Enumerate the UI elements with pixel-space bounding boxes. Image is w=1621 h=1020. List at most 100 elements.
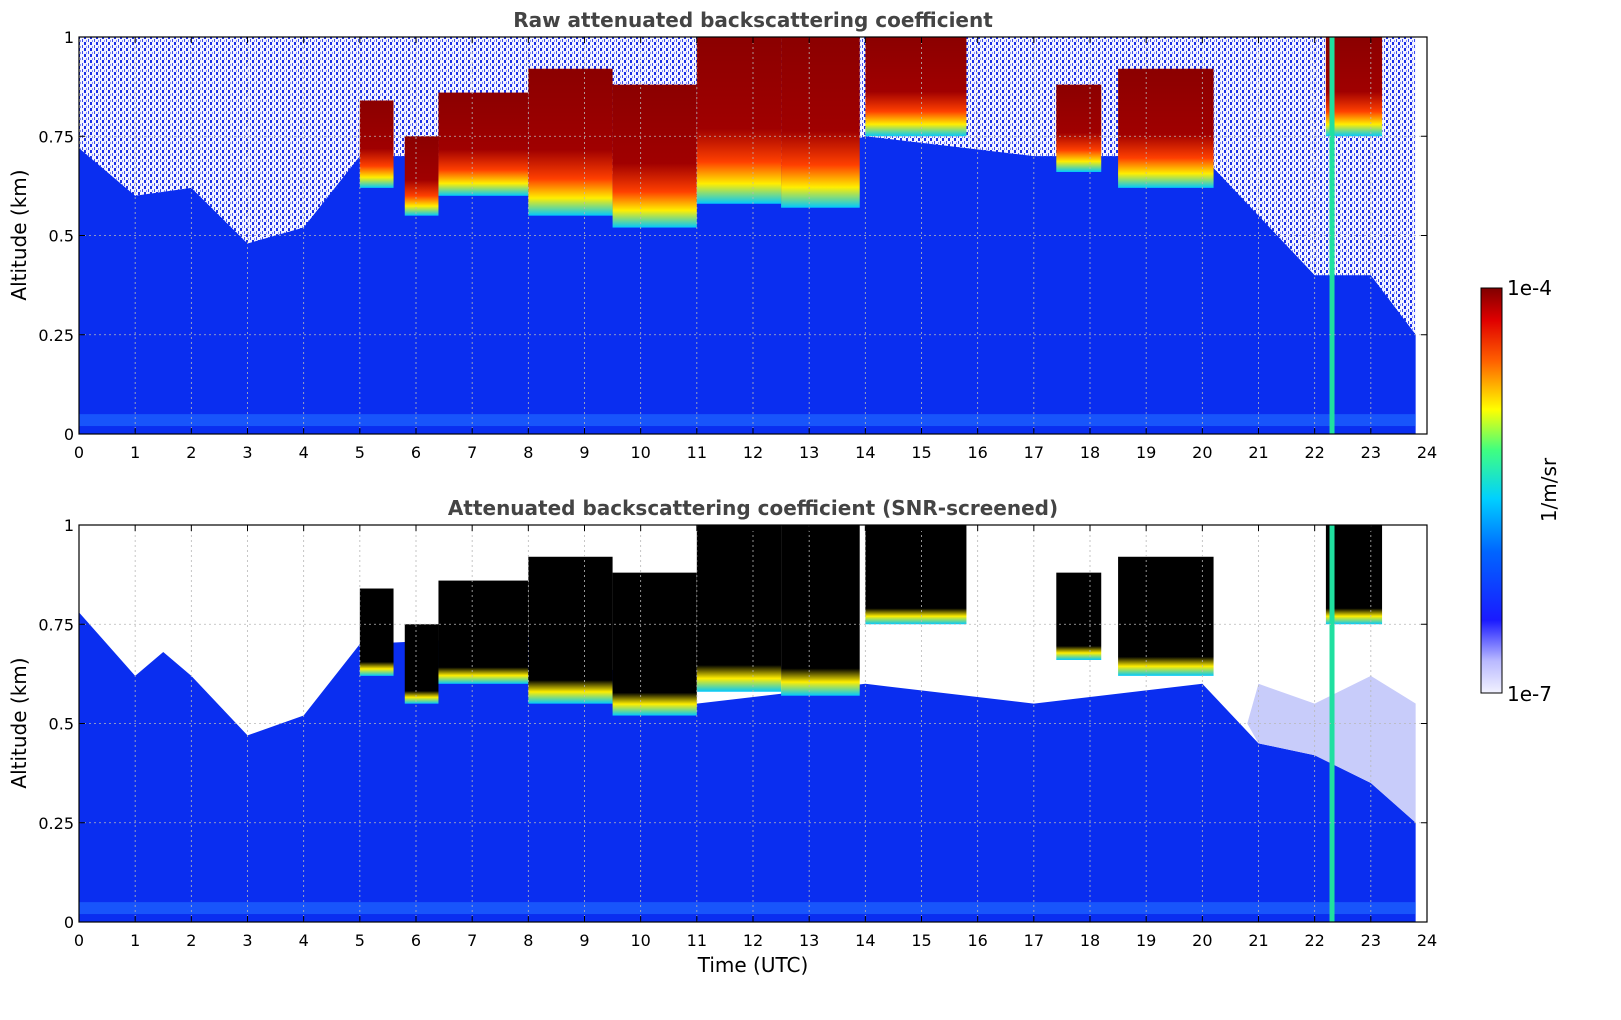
x-tick-label: 11 xyxy=(687,931,707,950)
x-tick-label: 6 xyxy=(411,931,421,950)
raw-y-axis-label: Altitude (km) xyxy=(7,169,31,300)
raw-surface-band xyxy=(79,414,1427,427)
colorbar-unit-label: 1/m/sr xyxy=(1537,457,1561,522)
cloud-layer xyxy=(1056,572,1102,660)
x-tick-label: 21 xyxy=(1248,443,1268,462)
cloud-layer xyxy=(359,588,394,676)
y-tick-label: 1 xyxy=(64,516,74,535)
x-tick-label: 22 xyxy=(1304,443,1324,462)
raw-cloud-layers xyxy=(359,37,1383,228)
cloud-layer xyxy=(1118,68,1214,188)
cloud-layer xyxy=(528,556,613,704)
y-tick-label: 0.5 xyxy=(49,715,74,734)
x-axis-label: Time (UTC) xyxy=(697,953,809,977)
x-tick-label: 13 xyxy=(799,931,819,950)
cloud-layer xyxy=(612,84,697,228)
y-tick-label: 0.5 xyxy=(49,227,74,246)
cloud-layer xyxy=(781,37,860,208)
x-tick-label: 14 xyxy=(855,931,875,950)
panel-raw-title: Raw attenuated backscattering coefficien… xyxy=(513,8,993,32)
x-tick-label: 7 xyxy=(467,931,477,950)
cloud-layer xyxy=(696,37,782,204)
y-tick-label: 1 xyxy=(64,28,74,47)
x-tick-label: 17 xyxy=(1024,443,1044,462)
x-tick-label: 6 xyxy=(411,443,421,462)
y-tick-label: 0.75 xyxy=(38,615,74,634)
x-tick-label: 4 xyxy=(299,931,309,950)
cloud-layer xyxy=(438,92,529,196)
x-tick-label: 1 xyxy=(130,443,140,462)
x-tick-label: 11 xyxy=(687,443,707,462)
x-tick-label: 3 xyxy=(242,443,252,462)
x-tick-label: 19 xyxy=(1136,931,1156,950)
screened-x-ticks: 0 1 2 3 4 5 6 7 8 9 10 11 12 13 14 15 16 17 18 19 20 21 22 23 24 xyxy=(74,525,1437,950)
y-tick-label: 0.25 xyxy=(38,814,74,833)
x-tick-label: 16 xyxy=(967,443,987,462)
x-tick-label: 10 xyxy=(630,443,650,462)
screened-cloud-layers xyxy=(359,525,1383,716)
cloud-layer xyxy=(696,525,782,692)
x-tick-label: 24 xyxy=(1417,931,1437,950)
x-tick-label: 12 xyxy=(743,931,763,950)
screened-precip-column xyxy=(1329,525,1335,922)
y-tick-label: 0 xyxy=(64,425,74,444)
x-tick-label: 13 xyxy=(799,443,819,462)
colorbar-min-label: 1e-7 xyxy=(1507,682,1552,706)
x-tick-label: 8 xyxy=(523,931,533,950)
cloud-layer xyxy=(528,68,613,216)
x-tick-label: 20 xyxy=(1192,443,1212,462)
y-tick-label: 0.25 xyxy=(38,326,74,345)
screened-y-ticks: 0 0.25 0.5 0.75 1 xyxy=(38,516,1427,932)
x-tick-label: 9 xyxy=(579,443,589,462)
panel-screened: Attenuated backscattering coefficient (S… xyxy=(7,496,1437,977)
colorbar-gradient xyxy=(1480,287,1503,694)
x-tick-label: 1 xyxy=(130,931,140,950)
cloud-layer xyxy=(404,624,439,704)
raw-y-ticks: 0 0.25 0.5 0.75 1 xyxy=(38,28,1427,444)
cloud-layer xyxy=(1056,84,1102,172)
x-tick-label: 17 xyxy=(1024,931,1044,950)
raw-precip-column xyxy=(1329,37,1335,434)
x-tick-label: 3 xyxy=(242,931,252,950)
x-tick-label: 8 xyxy=(523,443,533,462)
x-tick-label: 7 xyxy=(467,443,477,462)
x-tick-label: 4 xyxy=(299,443,309,462)
cloud-layer xyxy=(865,37,967,137)
panel-screened-title: Attenuated backscattering coefficient (S… xyxy=(448,496,1058,520)
cloud-layer xyxy=(1118,556,1214,676)
x-tick-label: 10 xyxy=(630,931,650,950)
screened-y-axis-label: Altitude (km) xyxy=(7,657,31,788)
cloud-layer xyxy=(865,525,967,625)
x-tick-label: 15 xyxy=(911,443,931,462)
x-tick-label: 23 xyxy=(1361,443,1381,462)
panel-raw: Raw attenuated backscattering coefficien… xyxy=(7,8,1437,462)
x-tick-label: 19 xyxy=(1136,443,1156,462)
x-tick-label: 23 xyxy=(1361,931,1381,950)
y-tick-label: 0.75 xyxy=(38,127,74,146)
x-tick-label: 5 xyxy=(355,931,365,950)
colorbar: 1e-4 1e-7 1/m/sr xyxy=(1480,276,1561,706)
x-tick-label: 2 xyxy=(186,443,196,462)
cloud-layer xyxy=(1325,525,1383,625)
cloud-layer xyxy=(781,525,860,696)
x-tick-label: 0 xyxy=(74,931,84,950)
x-tick-label: 9 xyxy=(579,931,589,950)
cloud-layer xyxy=(1325,37,1383,137)
cloud-layer xyxy=(404,136,439,216)
x-tick-label: 20 xyxy=(1192,931,1212,950)
x-tick-label: 24 xyxy=(1417,443,1437,462)
cloud-layer xyxy=(359,100,394,188)
x-tick-label: 0 xyxy=(74,443,84,462)
x-tick-label: 16 xyxy=(967,931,987,950)
x-tick-label: 18 xyxy=(1080,931,1100,950)
x-tick-label: 5 xyxy=(355,443,365,462)
x-tick-label: 21 xyxy=(1248,931,1268,950)
x-tick-label: 2 xyxy=(186,931,196,950)
colorbar-max-label: 1e-4 xyxy=(1507,276,1552,300)
x-tick-label: 12 xyxy=(743,443,763,462)
y-tick-label: 0 xyxy=(64,913,74,932)
cloud-layer xyxy=(612,572,697,716)
x-tick-label: 14 xyxy=(855,443,875,462)
x-tick-label: 18 xyxy=(1080,443,1100,462)
